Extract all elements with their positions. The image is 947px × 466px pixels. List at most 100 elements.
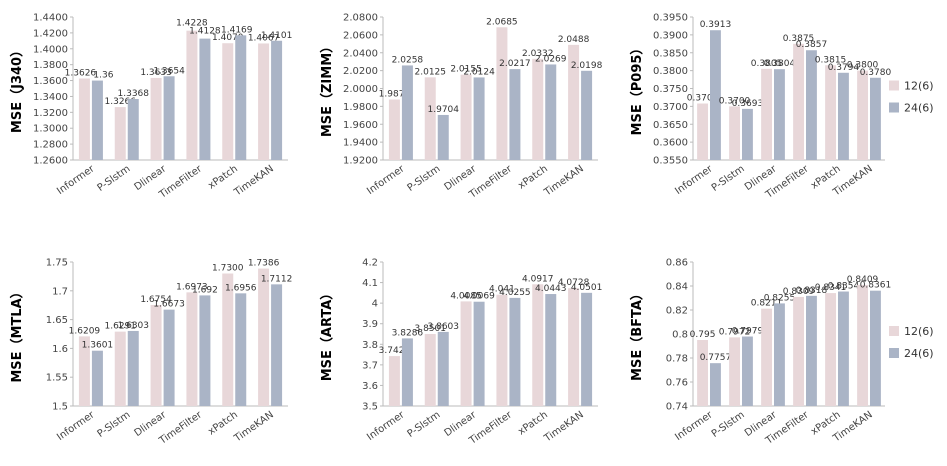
bar-126-timefilter: [496, 27, 508, 161]
bar-126-xpatch: [222, 273, 234, 406]
data-label: 1.3266: [105, 97, 137, 107]
data-label: 0.8361: [860, 281, 892, 291]
bar-126-timefilter: [793, 43, 804, 160]
bar-246-informer: [401, 65, 413, 160]
bar-246-dlinear: [163, 309, 175, 406]
bar-246-timekan: [271, 40, 283, 160]
legend-label: 24(6): [904, 347, 934, 360]
chart-panel-1: 1.2600 1.2800 1.3000 1.3200 1.3400 1.3600 1.38…: [9, 13, 292, 202]
data-label: 1.4067: [248, 33, 280, 43]
data-label: 1.4128: [189, 27, 221, 37]
data-label: 4.041: [489, 285, 515, 295]
y-tick-label: 1.55: [46, 373, 68, 384]
y-tick-label: 4: [372, 299, 378, 310]
bar-126-dlinear: [150, 304, 162, 406]
data-label: 2.0125: [415, 67, 447, 77]
y-tick-label: 3.8: [362, 340, 378, 351]
y-axis-title: MSE（BFTA）: [629, 287, 645, 381]
bar-246-xpatch: [235, 293, 247, 406]
data-label: 1.3601: [82, 341, 114, 351]
x-tick-label: P-Slstm: [406, 163, 443, 193]
data-label: 3.8286: [392, 328, 424, 338]
data-label: 0.3708: [687, 94, 719, 104]
data-label: 4.0255: [499, 288, 531, 298]
y-tick-label: 1.3800: [33, 60, 68, 71]
data-label: 1.4101: [261, 31, 293, 41]
y-tick-label: 1.3600: [33, 76, 68, 87]
bar-126-timefilter: [793, 296, 804, 406]
data-label: 1.9877: [379, 89, 411, 99]
data-label: 2.0124: [463, 67, 495, 77]
data-label: 1.4070: [212, 33, 244, 43]
data-label: 1.4169: [221, 25, 253, 35]
y-tick-label: 0.3800: [653, 66, 688, 77]
x-tick-label: P-Slstm: [96, 163, 133, 193]
bar-246-dlinear: [774, 303, 785, 406]
legend: 12(6) 24(6): [889, 325, 934, 360]
bar-126-timekan: [258, 268, 270, 406]
data-label: 1.6209: [69, 326, 101, 336]
bar-126-timekan: [258, 43, 270, 160]
x-tick-label: P-Slstm: [710, 409, 747, 439]
bar-246-informer: [401, 338, 413, 406]
bar-126-timekan: [857, 284, 868, 406]
y-tick-label: 0.3950: [653, 13, 688, 24]
bar-246-timekan: [581, 292, 593, 406]
data-label: 0.795: [690, 330, 716, 340]
data-label: 2.0488: [558, 35, 590, 45]
data-label: 0.3700: [719, 96, 751, 106]
data-label: 2.0198: [571, 61, 603, 71]
x-tick-label: P-Slstm: [96, 409, 133, 439]
x-tick-label: P-Slstm: [710, 163, 747, 193]
y-tick-label: 1.2800: [33, 140, 68, 151]
bar-126-timefilter: [186, 292, 198, 406]
legend-label: 12(6): [904, 325, 934, 338]
data-label: 3.8501: [415, 324, 447, 334]
y-tick-label: 1.9800: [343, 102, 378, 113]
bar-246-xpatch: [838, 291, 849, 406]
data-label: 2.0269: [535, 54, 567, 64]
y-tick-label: 0.3850: [653, 48, 688, 59]
y-tick-label: 0.74: [666, 402, 688, 413]
x-tick-label: TimeKAN: [232, 163, 276, 199]
bar-126-dlinear: [761, 68, 772, 160]
data-label: 1.6291: [105, 322, 137, 332]
data-label: 4.0443: [535, 284, 567, 294]
bar-246-dlinear: [774, 69, 785, 160]
legend-swatch: [889, 80, 899, 91]
bar-246-p-slstm: [127, 330, 139, 406]
data-label: 1.6973: [176, 282, 208, 292]
bar-126-timekan: [568, 288, 580, 406]
bar-246-timefilter: [509, 297, 521, 406]
data-label: 0.3805: [751, 59, 783, 69]
y-tick-label: 1.9200: [343, 156, 378, 167]
y-tick-label: 1.3400: [33, 92, 68, 103]
bar-246-xpatch: [838, 72, 849, 160]
legend-label: 12(6): [904, 80, 934, 93]
bar-246-xpatch: [545, 64, 557, 160]
bar-126-informer: [697, 103, 708, 160]
bar-126-xpatch: [532, 58, 544, 160]
y-tick-label: 0.76: [666, 378, 688, 389]
chart-panel-3: 0.35500.36000.36500.37000.37500.38000.38…: [629, 13, 934, 202]
data-label: 1.3633: [140, 68, 172, 78]
y-tick-label: 1.2600: [33, 156, 68, 167]
bar-246-timefilter: [509, 69, 521, 160]
x-tick-label: TimeKAN: [232, 409, 276, 445]
bar-126-p-slstm: [729, 106, 740, 160]
bar-246-timekan: [271, 284, 283, 406]
data-label: 2.0217: [499, 59, 531, 69]
y-axis-title: MSE（ZIMM）: [319, 40, 335, 137]
y-tick-label: 2.0600: [343, 30, 378, 41]
y-tick-label: 3.7: [362, 360, 378, 371]
chart-panel-6: 0.74 0.76 0.78 0.8 0.82 0.84 0.86 MSE（BFTA） 0.79…: [629, 258, 934, 448]
legend-swatch: [889, 326, 899, 336]
data-label: 0.8354: [828, 282, 860, 292]
data-label: 1.6303: [118, 321, 150, 331]
y-tick-label: 0.3650: [653, 120, 688, 131]
bar-246-timekan: [870, 77, 881, 160]
bar-246-p-slstm: [742, 336, 753, 406]
bar-246-dlinear: [473, 77, 485, 160]
data-label: 1.3654: [153, 66, 185, 76]
y-tick-label: 0.86: [666, 258, 688, 269]
